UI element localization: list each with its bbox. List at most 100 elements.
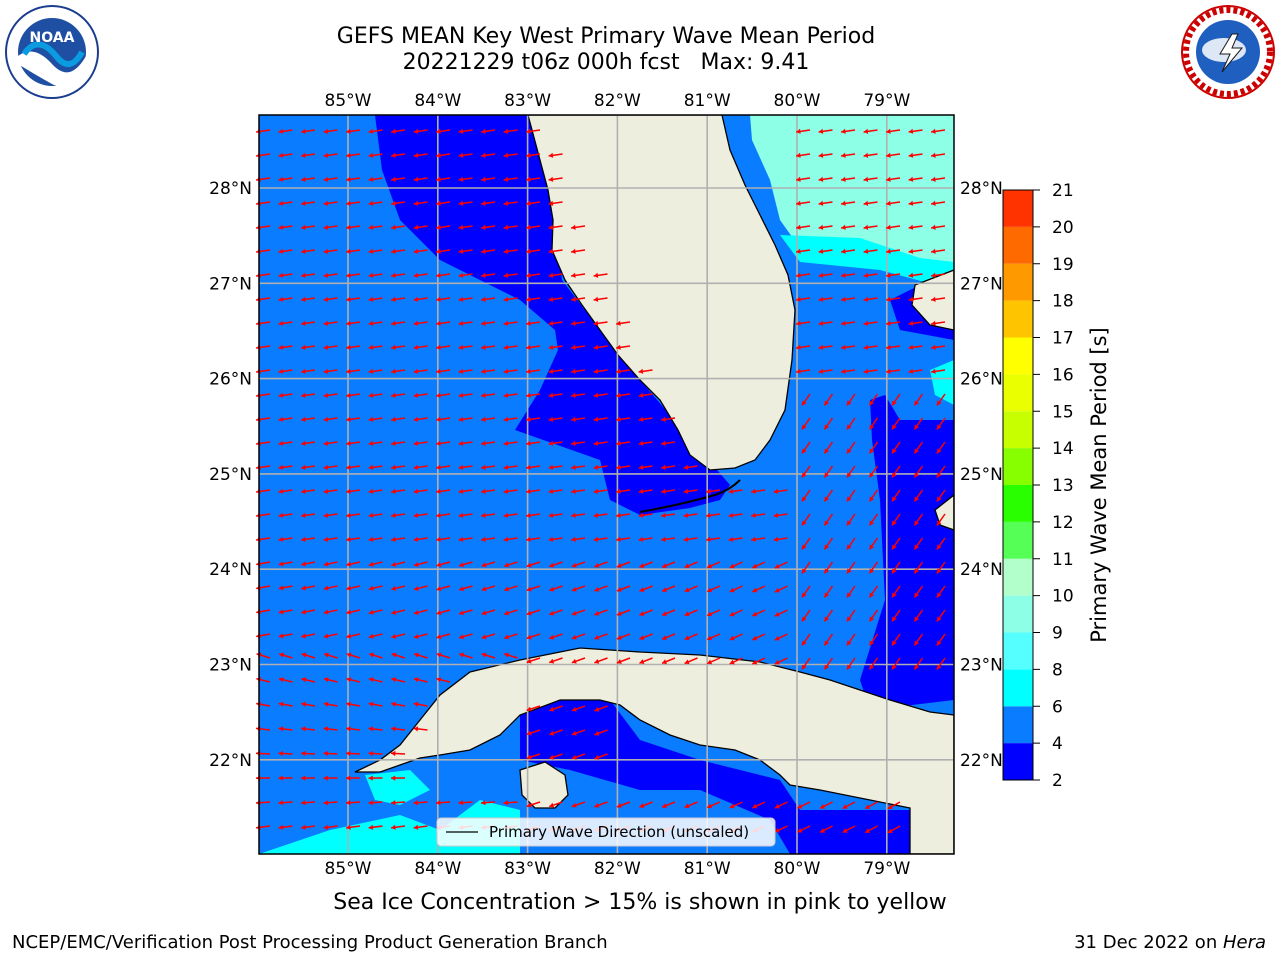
wave-arrow <box>841 248 856 254</box>
wave-arrow <box>301 320 316 326</box>
wave-arrow <box>661 464 676 470</box>
wave-arrow <box>368 609 383 615</box>
wave-arrow <box>391 128 406 134</box>
wave-arrow <box>661 633 676 641</box>
sea-ice-note: Sea Ice Concentration > 15% is shown in … <box>333 890 947 915</box>
wave-arrow <box>796 320 811 326</box>
wave-arrow <box>571 344 586 350</box>
wave-arrow <box>458 248 473 254</box>
wave-arrow <box>413 561 428 567</box>
wave-arrow <box>301 248 316 254</box>
wave-arrow <box>503 561 518 568</box>
wave-arrow <box>435 800 451 806</box>
wave-arrow <box>868 561 879 574</box>
wave-arrow <box>593 344 608 350</box>
wave-arrow <box>526 224 541 230</box>
wave-arrow <box>526 152 541 158</box>
wave-arrow <box>593 512 608 518</box>
wave-arrow <box>728 536 743 542</box>
lon-label-bottom: 84°W <box>414 859 461 879</box>
wave-arrow <box>346 344 361 350</box>
wave-arrow <box>846 441 856 454</box>
wave-arrow <box>594 753 608 760</box>
wave-arrow <box>391 536 406 542</box>
wave-arrow <box>391 320 406 326</box>
wave-arrow <box>368 775 383 781</box>
wave-arrow <box>436 512 451 518</box>
wave-arrow <box>458 224 473 230</box>
wave-arrow <box>526 488 541 494</box>
wave-arrow <box>887 825 901 834</box>
wave-arrow <box>841 152 856 158</box>
wave-arrow <box>863 368 878 374</box>
wave-arrow <box>346 652 361 659</box>
wave-arrow <box>346 152 361 158</box>
wave-arrow <box>913 489 924 502</box>
wave-direction-arrows <box>255 128 946 834</box>
wave-arrow <box>458 633 473 640</box>
wave-arrow <box>908 248 923 254</box>
wave-arrow <box>823 585 834 598</box>
wave-arrow <box>481 464 496 470</box>
wave-arrow <box>323 585 338 591</box>
wave-arrow <box>823 441 834 454</box>
wave-arrow <box>526 633 541 640</box>
wave-arrow <box>323 609 338 615</box>
colorbar-tick-label: 16 <box>1052 365 1074 385</box>
wave-arrow <box>751 657 766 665</box>
wave-arrow <box>391 176 406 182</box>
wave-arrow <box>413 633 428 639</box>
wave-arrow <box>549 609 563 616</box>
noaa-logo-text: NOAA <box>30 30 75 46</box>
wave-arrow <box>846 585 856 598</box>
wave-arrow <box>706 657 721 665</box>
wave-arrow <box>278 701 293 707</box>
wave-arrow <box>751 561 766 569</box>
wave-arrow <box>683 488 698 494</box>
wave-arrow <box>481 128 496 134</box>
wave-arrow <box>886 272 901 278</box>
wave-arrow <box>868 657 879 670</box>
wave-arrow <box>390 750 406 757</box>
wave-arrow <box>796 368 811 374</box>
wave-arrow <box>908 344 923 350</box>
wave-arrow <box>278 200 293 206</box>
wave-arrow <box>863 152 878 158</box>
wave-arrow <box>796 224 811 230</box>
wave-arrow <box>346 176 361 182</box>
wave-arrow <box>368 344 383 350</box>
wave-arrow <box>863 128 878 134</box>
wave-arrow <box>413 272 428 278</box>
wave-arrow <box>616 609 631 616</box>
wave-arrow <box>931 368 946 374</box>
wave-arrow <box>301 561 316 567</box>
wave-arrow <box>481 368 496 374</box>
wave-arrow <box>548 320 563 326</box>
wave-arrow <box>548 272 563 278</box>
wave-arrow <box>819 801 833 810</box>
wave-arrow <box>594 609 608 616</box>
lat-label-right: 22°N <box>960 751 1003 771</box>
colorbar-band <box>1003 337 1033 375</box>
wave-arrow <box>278 750 293 757</box>
wave-arrow <box>323 726 338 732</box>
wave-arrow <box>368 224 383 230</box>
wave-arrow <box>436 464 451 470</box>
wave-arrow <box>548 152 563 158</box>
wave-arrow <box>458 561 473 568</box>
wave-arrow <box>301 176 316 182</box>
wave-arrow <box>846 633 856 646</box>
wave-arrow <box>278 296 293 302</box>
wave-arrow <box>891 609 901 622</box>
wave-arrow <box>391 488 406 494</box>
wave-arrow <box>913 537 924 550</box>
wave-arrow <box>661 561 676 569</box>
ocean-8-10-region <box>750 115 954 270</box>
wave-arrow <box>301 512 316 518</box>
wave-arrow <box>571 464 586 470</box>
wave-arrow <box>706 512 721 518</box>
wave-arrow <box>481 272 496 278</box>
wave-arrow <box>571 416 586 422</box>
wave-arrow <box>390 800 406 806</box>
colorbar-band <box>1003 226 1033 264</box>
